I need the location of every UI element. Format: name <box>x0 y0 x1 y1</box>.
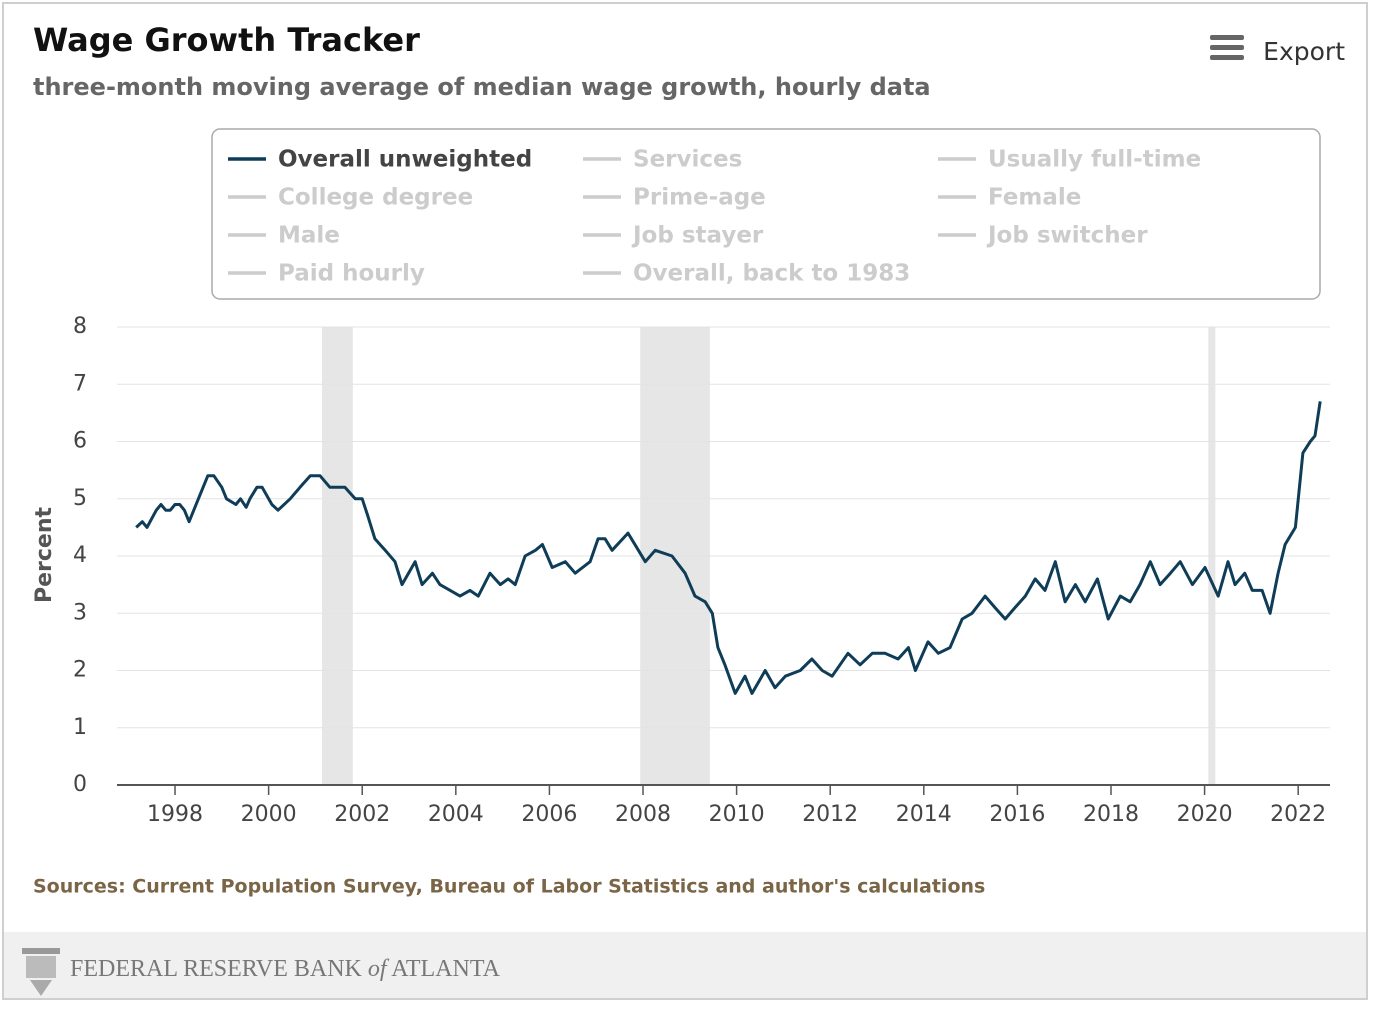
x-tick-label: 2012 <box>802 802 858 827</box>
x-tick-label: 2010 <box>709 802 765 827</box>
brand-part: FEDERAL RESERVE BANK <box>70 956 368 982</box>
legend-label[interactable]: Prime-age <box>633 185 766 211</box>
y-tick-label: 4 <box>73 543 87 568</box>
footer-logo <box>22 948 60 996</box>
chart-title: Wage Growth Tracker <box>33 21 420 59</box>
brand-part: ATLANTA <box>387 956 501 982</box>
y-tick-label: 8 <box>73 314 87 339</box>
x-tick-label: 1998 <box>147 802 203 827</box>
y-tick-label: 7 <box>73 371 87 396</box>
x-tick-label: 2002 <box>334 802 390 827</box>
legend-label[interactable]: College degree <box>278 185 473 211</box>
data-line <box>135 401 1322 695</box>
y-tick-label: 1 <box>73 715 87 740</box>
export-button[interactable]: Export <box>1210 35 1345 66</box>
legend-label[interactable]: Usually full-time <box>988 147 1201 173</box>
source-note: Sources: Current Population Survey, Bure… <box>33 876 985 898</box>
y-tick-label: 2 <box>73 658 87 683</box>
y-tick-label: 6 <box>73 429 87 454</box>
footer-band <box>4 932 1366 998</box>
legend-label[interactable]: Female <box>988 185 1081 211</box>
legend-label[interactable]: Job switcher <box>986 223 1148 249</box>
logo-part <box>26 956 56 978</box>
x-tick-label: 2004 <box>428 802 484 827</box>
legend-label[interactable]: Job stayer <box>631 223 764 249</box>
x-tick-label: 2000 <box>241 802 297 827</box>
x-tick-label: 2014 <box>896 802 952 827</box>
legend-box <box>211 128 1321 300</box>
legend-label[interactable]: Overall, back to 1983 <box>633 261 910 287</box>
x-tick-label: 2018 <box>1083 802 1139 827</box>
y-tick-label: 0 <box>73 772 87 797</box>
brand-part: of <box>368 956 390 982</box>
y-tick-label: 5 <box>73 486 87 511</box>
x-tick-label: 2020 <box>1177 802 1233 827</box>
x-tick-label: 2008 <box>615 802 671 827</box>
menu-icon <box>1210 45 1244 50</box>
logo-part <box>30 980 52 996</box>
logo-part <box>22 948 60 954</box>
legend-label[interactable]: Overall unweighted <box>278 147 532 173</box>
y-tick-label: 3 <box>73 600 87 625</box>
menu-icon <box>1210 35 1244 40</box>
export-label[interactable]: Export <box>1263 37 1345 66</box>
chart-subtitle: three-month moving average of median wag… <box>33 73 931 101</box>
x-tick-label: 2006 <box>521 802 577 827</box>
legend-label[interactable]: Services <box>633 147 742 173</box>
y-axis-label: Percent <box>32 507 57 604</box>
x-tick-label: 2022 <box>1270 802 1326 827</box>
legend-label[interactable]: Male <box>278 223 340 249</box>
footer-brand: FEDERAL RESERVE BANK of ATLANTA <box>70 956 501 982</box>
legend-label[interactable]: Paid hourly <box>278 261 425 287</box>
x-tick-label: 2016 <box>989 802 1045 827</box>
menu-icon <box>1210 55 1244 60</box>
